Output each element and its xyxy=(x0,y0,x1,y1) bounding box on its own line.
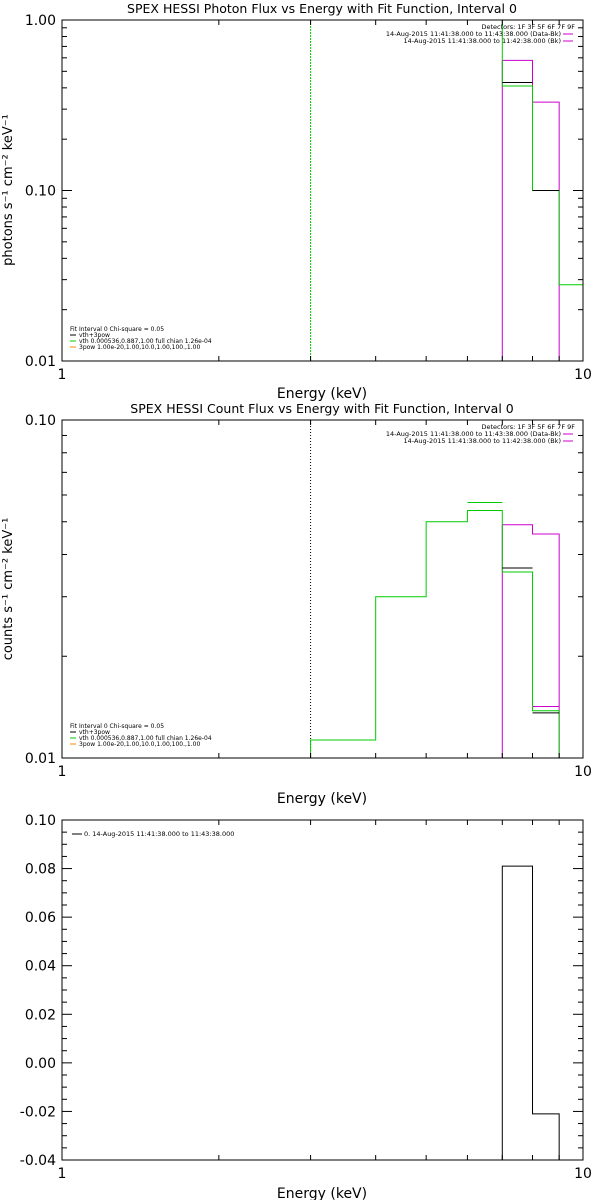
legend-header: Detectors: 1F 3F 5F 6F 7F 9F xyxy=(481,23,575,31)
y-axis-label: counts s⁻¹ cm⁻² keV⁻¹ xyxy=(1,518,16,661)
y-tick-label: 1.00 xyxy=(25,13,56,29)
fit-legend-header: Fit Interval 0 Chi-square = 0.05 xyxy=(70,326,164,333)
fit-legend-entry: vth+3pow xyxy=(79,332,110,339)
fit-legend-header: Fit Interval 0 Chi-square = 0.05 xyxy=(70,723,164,730)
legend-header: Detectors: 1F 3F 5F 6F 7F 9F xyxy=(481,423,575,431)
x-tick-label: 10 xyxy=(574,1166,592,1182)
histogram-series-1 xyxy=(310,509,560,758)
fit-legend-entry: vth+3pow xyxy=(79,729,110,736)
y-tick-label: 0.08 xyxy=(25,862,56,878)
fit-legend-entry: vth 0.000536,0.887,1.00 full chian 1.26e… xyxy=(79,735,212,742)
x-tick-label: 1 xyxy=(58,1166,67,1182)
y-tick-label: 0.10 xyxy=(25,413,56,429)
legend-entry: 14-Aug-2015 11:41:38.000 to 11:43:38.000… xyxy=(386,430,561,438)
histogram-series-0 xyxy=(501,865,560,1160)
plot-area xyxy=(310,20,583,361)
y-tick-label: 0.04 xyxy=(25,959,56,975)
y-tick-label: 0.01 xyxy=(25,751,56,767)
residuals-panel: Energy (keV) 1 10 -0.04 -0.02 0.00 0.02 0.04 0.… xyxy=(20,813,592,1200)
x-tick-label: 1 xyxy=(58,764,67,780)
legend-entry: 14-Aug-2015 11:41:38.000 to 11:42:38.000… xyxy=(404,437,561,445)
legend-entry: 14-Aug-2015 11:41:38.000 to 11:42:38.000… xyxy=(404,37,561,45)
y-tick-label: 0.02 xyxy=(25,1007,56,1023)
legend-entry: 14-Aug-2015 11:41:38.000 to 11:43:38.000… xyxy=(386,30,561,38)
panel-title: SPEX HESSI Count Flux vs Energy with Fit… xyxy=(130,401,513,416)
x-tick-label: 10 xyxy=(574,367,592,383)
x-axis-label: Energy (keV) xyxy=(277,1186,367,1200)
y-tick-label: 0.01 xyxy=(25,354,56,370)
x-tick-label: 1 xyxy=(58,367,67,383)
fit-legend-entry: vth 0.000536,0.887,1.00 full chian 1.26e… xyxy=(79,338,212,345)
y-tick-label: -0.02 xyxy=(20,1104,56,1120)
resid-legend-entry: 0. 14-Aug-2015 11:41:38.000 to 11:43:38.… xyxy=(84,830,234,838)
y-tick-label: 0.10 xyxy=(25,184,56,200)
x-axis-label: Energy (keV) xyxy=(277,386,367,402)
plot-area xyxy=(310,420,560,758)
panel-title: SPEX HESSI Photon Flux vs Energy with Fi… xyxy=(127,1,517,16)
histogram-series-0 xyxy=(501,59,560,361)
histogram-series-1 xyxy=(310,20,583,286)
y-tick-label: 0.06 xyxy=(25,910,56,926)
y-tick-label: 0.00 xyxy=(25,1056,56,1072)
plot-frame xyxy=(61,419,584,759)
plot-area xyxy=(501,865,560,1160)
count-flux-panel: SPEX HESSI Count Flux vs Energy with Fit… xyxy=(1,401,592,807)
x-axis-label: Energy (keV) xyxy=(277,791,367,807)
photon-flux-panel: SPEX HESSI Photon Flux vs Energy with Fi… xyxy=(1,1,592,402)
fit-legend-entry: 3pow 1.00e-20,1.00,10.0,1.00,100.,1.00 xyxy=(79,344,200,351)
y-tick-label: 0.10 xyxy=(25,813,56,829)
y-tick-label: -0.04 xyxy=(20,1153,56,1169)
fit-legend-entry: 3pow 1.00e-20,1.00,10.0,1.00,100.,1.00 xyxy=(79,741,200,748)
y-axis-label: photons s⁻¹ cm⁻² keV⁻¹ xyxy=(1,114,16,266)
x-tick-label: 10 xyxy=(574,764,592,780)
